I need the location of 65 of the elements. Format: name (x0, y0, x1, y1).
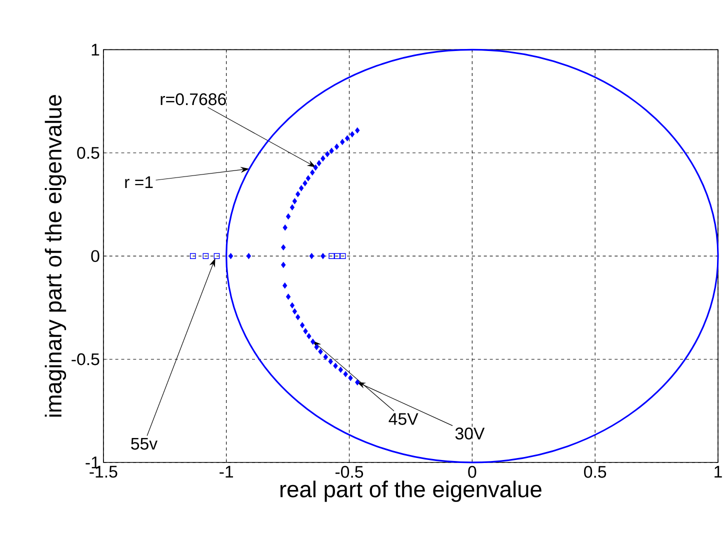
point (296, 191, 300, 198)
point (302, 180, 308, 186)
point (303, 328, 308, 334)
x-tick-label: -1 (220, 466, 234, 478)
y-tick-label: 1 (92, 44, 100, 56)
y-tick-label: 0 (91, 250, 100, 262)
point (228, 253, 234, 259)
point (290, 204, 295, 210)
point (306, 175, 310, 182)
point (286, 214, 291, 220)
point (306, 333, 312, 340)
point (296, 314, 300, 320)
point (313, 164, 318, 170)
point (282, 282, 288, 288)
point (310, 170, 315, 176)
point (350, 131, 354, 138)
point (314, 344, 319, 350)
point (340, 139, 345, 145)
x-tick-label: -0.5 (336, 466, 364, 478)
point (290, 302, 295, 308)
point (202, 253, 209, 259)
point (343, 371, 348, 378)
point (282, 224, 288, 231)
point (329, 148, 334, 154)
x-tick-label: 1 (714, 466, 722, 478)
point (320, 253, 326, 259)
point (316, 160, 322, 166)
point (338, 366, 343, 373)
point (190, 253, 196, 259)
annotation: 55v (131, 438, 158, 450)
y-tick-label: -0.5 (72, 353, 100, 366)
point (348, 375, 353, 381)
point (318, 348, 323, 355)
point (334, 144, 340, 150)
annotation: r=0.7686 (160, 93, 226, 106)
point (309, 253, 314, 259)
point (323, 354, 328, 360)
point (310, 338, 316, 345)
point (292, 308, 297, 314)
point (328, 358, 333, 364)
point (214, 253, 220, 259)
point (299, 185, 304, 192)
point (300, 322, 305, 328)
point (246, 253, 251, 259)
point (286, 294, 291, 300)
annotation: 30V (455, 428, 485, 440)
point (281, 244, 286, 250)
point (345, 135, 350, 142)
point (325, 151, 330, 158)
x-axis-title: real part of the eigenvalue (280, 480, 542, 502)
point (292, 198, 297, 204)
y-tick-label: 0.5 (77, 146, 100, 159)
point (333, 362, 338, 369)
point (328, 253, 334, 259)
point (281, 262, 286, 268)
y-axis-title: imaginary part of the eigenvalue (44, 94, 66, 417)
point (334, 253, 340, 259)
point (320, 156, 326, 162)
annotation: 45V (388, 413, 418, 425)
x-tick-label: 0 (468, 466, 476, 478)
point (355, 127, 360, 134)
x-tick-label: 0.5 (584, 466, 606, 478)
point (355, 379, 360, 386)
annotation: r =1 (125, 176, 153, 188)
point (340, 253, 346, 259)
